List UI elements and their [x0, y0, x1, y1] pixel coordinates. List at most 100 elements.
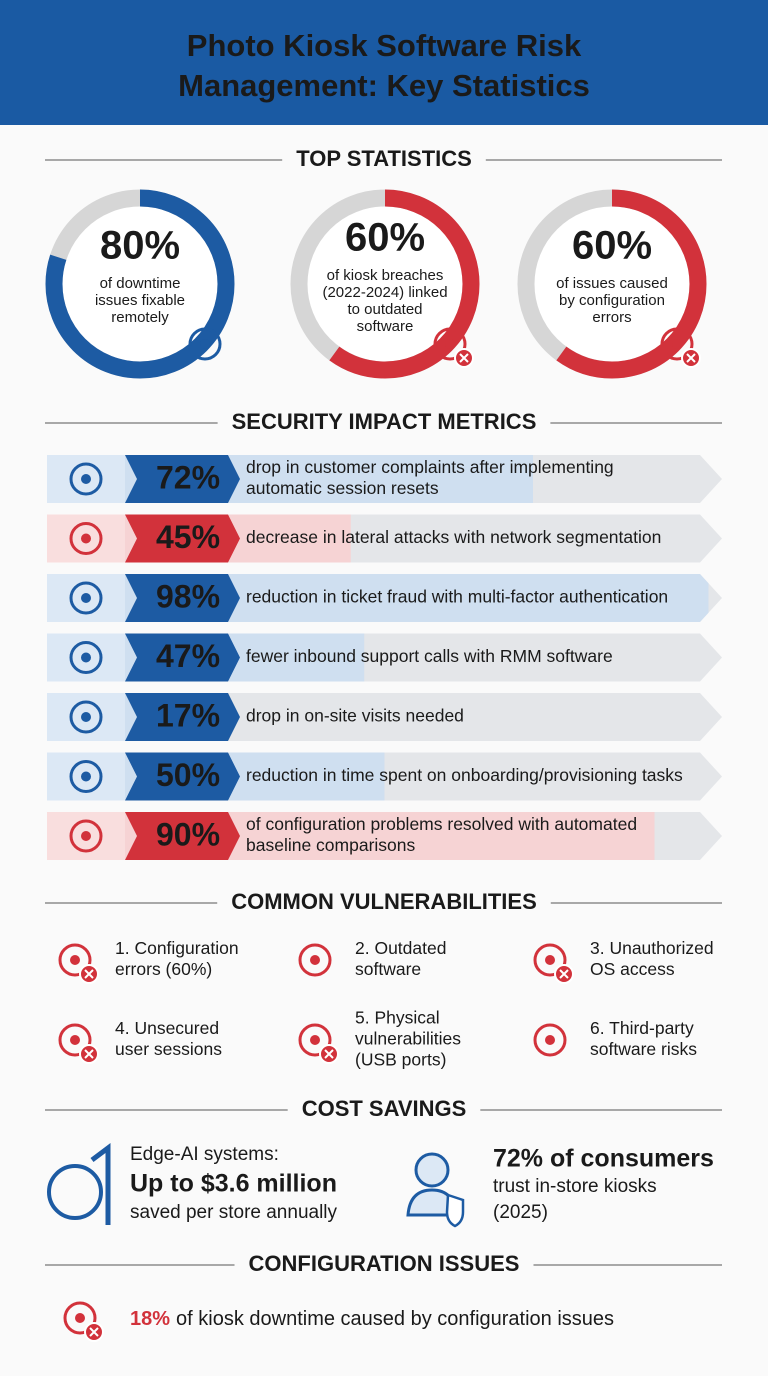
icon	[58, 943, 92, 977]
cost-highlight: 72% of consumers	[493, 1145, 714, 1173]
metric-text: fewer inbound support calls with RMM sof…	[246, 646, 613, 666]
icon	[81, 771, 91, 782]
vulnerability-text: OS access	[590, 959, 675, 979]
icon	[69, 760, 103, 793]
icon	[445, 339, 455, 349]
icon	[672, 339, 682, 349]
metric-text: drop in on-site visits needed	[246, 706, 464, 726]
vulnerability-text: 3. Unauthorized	[590, 938, 714, 958]
stat-text: of issues caused	[556, 275, 668, 292]
section-heading: SECURITY IMPACT METRICS	[232, 409, 537, 434]
cost-detail: trust in-store kiosks	[493, 1176, 657, 1197]
icon-badge	[686, 353, 696, 363]
icon	[545, 955, 555, 965]
vulnerability-text: user sessions	[115, 1039, 222, 1059]
cost-intro: Edge-AI systems:	[130, 1144, 279, 1165]
stat-text: by configuration	[559, 292, 665, 309]
vulnerability-text: software	[355, 959, 421, 979]
stat-text: of downtime	[100, 275, 181, 292]
vulnerability-text: 4. Unsecured	[115, 1018, 219, 1038]
icon	[81, 831, 91, 841]
icon	[70, 1035, 80, 1045]
icon	[81, 652, 91, 663]
icon	[433, 327, 467, 361]
icon-badge	[89, 1327, 99, 1337]
metric-badge	[125, 574, 240, 622]
donut-arc	[290, 189, 480, 379]
cost-detail: (2025)	[493, 1202, 548, 1223]
icon	[69, 581, 103, 615]
icon	[81, 712, 91, 722]
icon	[69, 462, 103, 496]
icon	[69, 641, 103, 674]
vulnerability-text: software risks	[590, 1039, 697, 1059]
icon	[63, 1301, 97, 1335]
icon	[533, 1023, 567, 1057]
metric-value: 47%	[156, 638, 220, 674]
stat-text: software	[357, 318, 414, 335]
metric-badge	[125, 693, 240, 741]
section-heading: COMMON VULNERABILITIES	[231, 889, 537, 914]
metric-text: automatic session resets	[246, 478, 439, 498]
icon	[298, 943, 332, 977]
stat-text: of kiosk breaches	[327, 267, 444, 284]
metric-badge	[125, 752, 240, 801]
metric-badge	[125, 633, 240, 682]
stat-text: issues fixable	[95, 292, 185, 309]
metric-value: 50%	[156, 757, 220, 793]
icon	[414, 1152, 450, 1188]
cost-highlight: Up to $3.6 million	[130, 1170, 337, 1198]
vulnerability-text: 6. Third-party	[590, 1018, 694, 1038]
icon	[81, 533, 91, 544]
stat-value: 80%	[100, 224, 180, 268]
metric-badge	[125, 812, 240, 860]
metric-value: 72%	[156, 459, 220, 495]
icon	[69, 522, 103, 555]
icon	[310, 1035, 320, 1045]
metric-value: 45%	[156, 519, 220, 555]
config-text: 18% of kiosk downtime caused by configura…	[130, 1308, 614, 1330]
title: Photo Kiosk Software Risk	[187, 28, 582, 63]
vulnerability-text: (USB ports)	[355, 1050, 446, 1070]
section-heading: COST SAVINGS	[302, 1096, 467, 1121]
icon	[75, 1313, 85, 1323]
icon-badge	[324, 1049, 334, 1059]
metric-text: drop in customer complaints after implem…	[246, 457, 614, 477]
metric-text: baseline comparisons	[246, 835, 416, 855]
metric-value: 98%	[156, 578, 220, 614]
vulnerability-text: 5. Physical	[355, 1008, 440, 1028]
icon	[81, 474, 91, 484]
cost-detail: saved per store annually	[130, 1202, 338, 1223]
metric-badge	[125, 455, 240, 503]
icon	[200, 339, 210, 349]
title: Management: Key Statistics	[178, 68, 590, 103]
config-detail: of kiosk downtime caused by configuratio…	[176, 1308, 614, 1330]
metric-text: of configuration problems resolved with …	[246, 814, 637, 834]
section-heading: TOP STATISTICS	[296, 146, 472, 171]
icon-badge	[559, 969, 569, 979]
icon	[545, 1035, 555, 1045]
icon	[445, 1193, 465, 1228]
stat-value: 60%	[572, 224, 652, 268]
metric-badge	[125, 514, 240, 563]
section-heading: CONFIGURATION ISSUES	[249, 1251, 520, 1276]
donut-arc	[45, 189, 235, 379]
stat-text: errors	[592, 309, 631, 326]
vulnerability-text: vulnerabilities	[355, 1029, 461, 1049]
icon	[533, 943, 567, 977]
icon-badge	[84, 969, 94, 979]
metric-bar	[47, 455, 533, 503]
header-band	[0, 0, 768, 125]
metric-value: 90%	[156, 816, 220, 852]
icon	[298, 1023, 332, 1057]
vulnerability-text: 1. Configuration	[115, 938, 239, 958]
stat-value: 60%	[345, 216, 425, 260]
icon	[90, 1143, 111, 1225]
stat-text: (2022-2024) linked	[322, 284, 447, 301]
icon	[81, 593, 91, 603]
icon	[47, 1164, 103, 1220]
icon-badge	[459, 353, 469, 363]
stat-text: remotely	[111, 309, 169, 326]
metric-text: decrease in lateral attacks with network…	[246, 527, 661, 547]
